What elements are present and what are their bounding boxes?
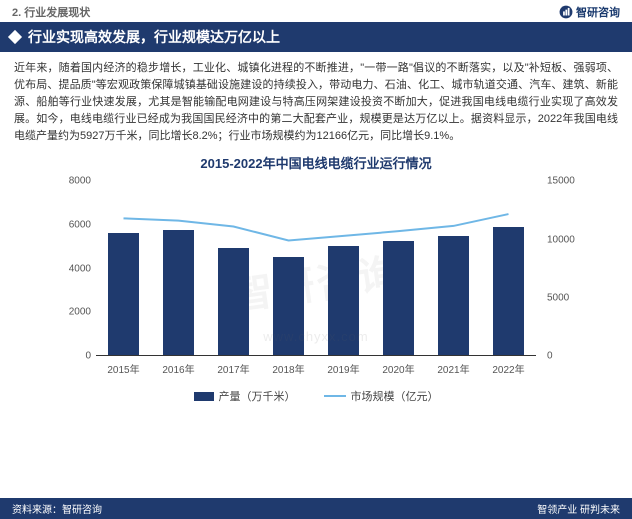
footer-tagline: 智领产业 研判未来 [537, 501, 620, 516]
swatch-line [324, 395, 346, 397]
bar [383, 241, 413, 356]
y-axis-right: 050001000015000 [541, 181, 596, 356]
legend-line-label: 市场规模（亿元） [351, 388, 439, 404]
bar [493, 227, 523, 357]
bar [163, 230, 193, 356]
banner: 行业实现高效发展，行业规模达万亿以上 [0, 22, 632, 52]
brand-top: 智研咨询 [559, 4, 620, 20]
bar [438, 236, 468, 356]
legend-line: 市场规模（亿元） [324, 388, 439, 404]
bar [328, 246, 358, 356]
y-axis-left: 02000400060008000 [36, 181, 91, 356]
bar [218, 248, 248, 356]
bar [273, 257, 303, 357]
banner-title: 行业实现高效发展，行业规模达万亿以上 [28, 27, 280, 47]
top-bar: 2. 行业发展现状 智研咨询 [0, 0, 632, 22]
legend: 产量（万千米） 市场规模（亿元） [0, 386, 632, 410]
diamond-icon [8, 30, 22, 44]
chart-title: 2015-2022年中国电线电缆行业运行情况 [0, 151, 632, 176]
bar [108, 233, 138, 357]
legend-bar: 产量（万千米） [194, 388, 296, 404]
brand-text: 智研咨询 [576, 4, 620, 20]
x-axis: 2015年2016年2017年2018年2019年2020年2021年2022年 [96, 361, 536, 376]
brand-icon [559, 5, 573, 19]
legend-bar-label: 产量（万千米） [219, 388, 296, 404]
chart: 智研咨询 02000400060008000 050001000015000 2… [36, 176, 596, 386]
footer: 资料来源：智研咨询 智领产业 研判未来 [0, 498, 632, 519]
line-series [96, 181, 536, 356]
plot-area [96, 181, 536, 356]
footer-source: 资料来源：智研咨询 [12, 501, 102, 516]
report-page: 2. 行业发展现状 智研咨询 行业实现高效发展，行业规模达万亿以上 近年来，随着… [0, 0, 632, 519]
section-label: 2. 行业发展现状 [12, 4, 90, 20]
swatch-bar [194, 392, 214, 401]
body-paragraph: 近年来，随着国内经济的稳步增长，工业化、城镇化进程的不断推进，"一带一路"倡议的… [0, 52, 632, 151]
